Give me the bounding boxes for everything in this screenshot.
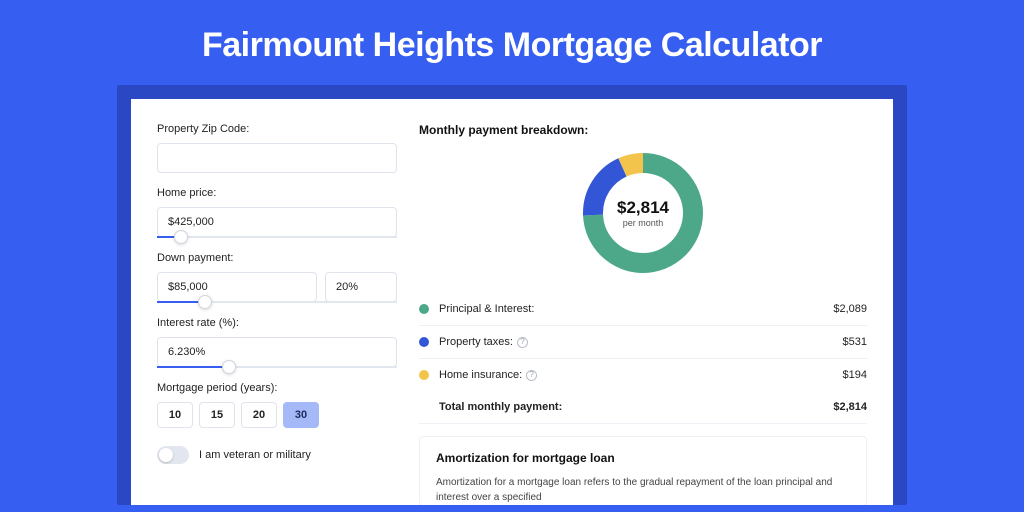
info-icon[interactable]: ? [517, 337, 528, 348]
form-column: Property Zip Code: Home price: Down paym… [157, 123, 397, 505]
period-option-30[interactable]: 30 [283, 402, 319, 428]
legend-label: Home insurance:? [439, 369, 843, 381]
breakdown-title: Monthly payment breakdown: [419, 123, 867, 137]
period-options: 10152030 [157, 402, 397, 428]
zip-field-block: Property Zip Code: [157, 123, 397, 173]
breakdown-column: Monthly payment breakdown: $2,814 per mo… [419, 123, 867, 505]
info-icon[interactable]: ? [526, 370, 537, 381]
home-price-label: Home price: [157, 187, 397, 199]
interest-field-block: Interest rate (%): [157, 317, 397, 368]
period-option-20[interactable]: 20 [241, 402, 277, 428]
page-title: Fairmount Heights Mortgage Calculator [0, 0, 1024, 85]
down-payment-slider-thumb[interactable] [198, 295, 212, 309]
veteran-toggle[interactable] [157, 446, 189, 464]
legend-row: Property taxes:?$531 [419, 326, 867, 359]
calculator-outer-panel: Property Zip Code: Home price: Down paym… [117, 85, 907, 505]
interest-input[interactable] [157, 337, 397, 367]
total-label: Total monthly payment: [439, 401, 833, 413]
legend-value: $2,089 [833, 303, 867, 315]
home-price-input[interactable] [157, 207, 397, 237]
legend-value: $194 [843, 369, 867, 381]
amortization-text: Amortization for a mortgage loan refers … [436, 475, 850, 505]
legend-row: Home insurance:?$194 [419, 359, 867, 391]
total-row: Total monthly payment: $2,814 [419, 391, 867, 424]
legend-dot [419, 304, 429, 314]
legend-dot [419, 370, 429, 380]
veteran-toggle-knob [159, 448, 173, 462]
zip-input[interactable] [157, 143, 397, 173]
period-option-15[interactable]: 15 [199, 402, 235, 428]
down-payment-field-block: Down payment: [157, 252, 397, 303]
veteran-toggle-label: I am veteran or military [199, 449, 311, 461]
total-value: $2,814 [833, 401, 867, 413]
home-price-slider[interactable] [157, 236, 397, 238]
legend-label: Principal & Interest: [439, 303, 833, 315]
interest-slider-thumb[interactable] [222, 360, 236, 374]
down-payment-pct-input[interactable] [325, 272, 397, 302]
down-payment-input[interactable] [157, 272, 317, 302]
home-price-slider-thumb[interactable] [174, 230, 188, 244]
payment-donut-chart: $2,814 per month [581, 151, 705, 275]
home-price-field-block: Home price: [157, 187, 397, 238]
legend-value: $531 [843, 336, 867, 348]
amortization-title: Amortization for mortgage loan [436, 451, 850, 465]
donut-center: $2,814 per month [581, 151, 705, 275]
legend-label: Property taxes:? [439, 336, 843, 348]
period-option-10[interactable]: 10 [157, 402, 193, 428]
donut-amount: $2,814 [617, 198, 669, 218]
legend-dot [419, 337, 429, 347]
down-payment-slider[interactable] [157, 301, 397, 303]
calculator-inner-panel: Property Zip Code: Home price: Down paym… [131, 99, 893, 505]
donut-wrap: $2,814 per month [419, 151, 867, 275]
interest-label: Interest rate (%): [157, 317, 397, 329]
down-payment-label: Down payment: [157, 252, 397, 264]
period-label: Mortgage period (years): [157, 382, 397, 394]
interest-slider[interactable] [157, 366, 397, 368]
zip-label: Property Zip Code: [157, 123, 397, 135]
donut-sub: per month [623, 218, 664, 228]
amortization-card: Amortization for mortgage loan Amortizat… [419, 436, 867, 505]
veteran-toggle-row: I am veteran or military [157, 446, 397, 464]
period-field-block: Mortgage period (years): 10152030 [157, 382, 397, 428]
interest-slider-fill [157, 366, 229, 368]
legend-row: Principal & Interest:$2,089 [419, 293, 867, 326]
